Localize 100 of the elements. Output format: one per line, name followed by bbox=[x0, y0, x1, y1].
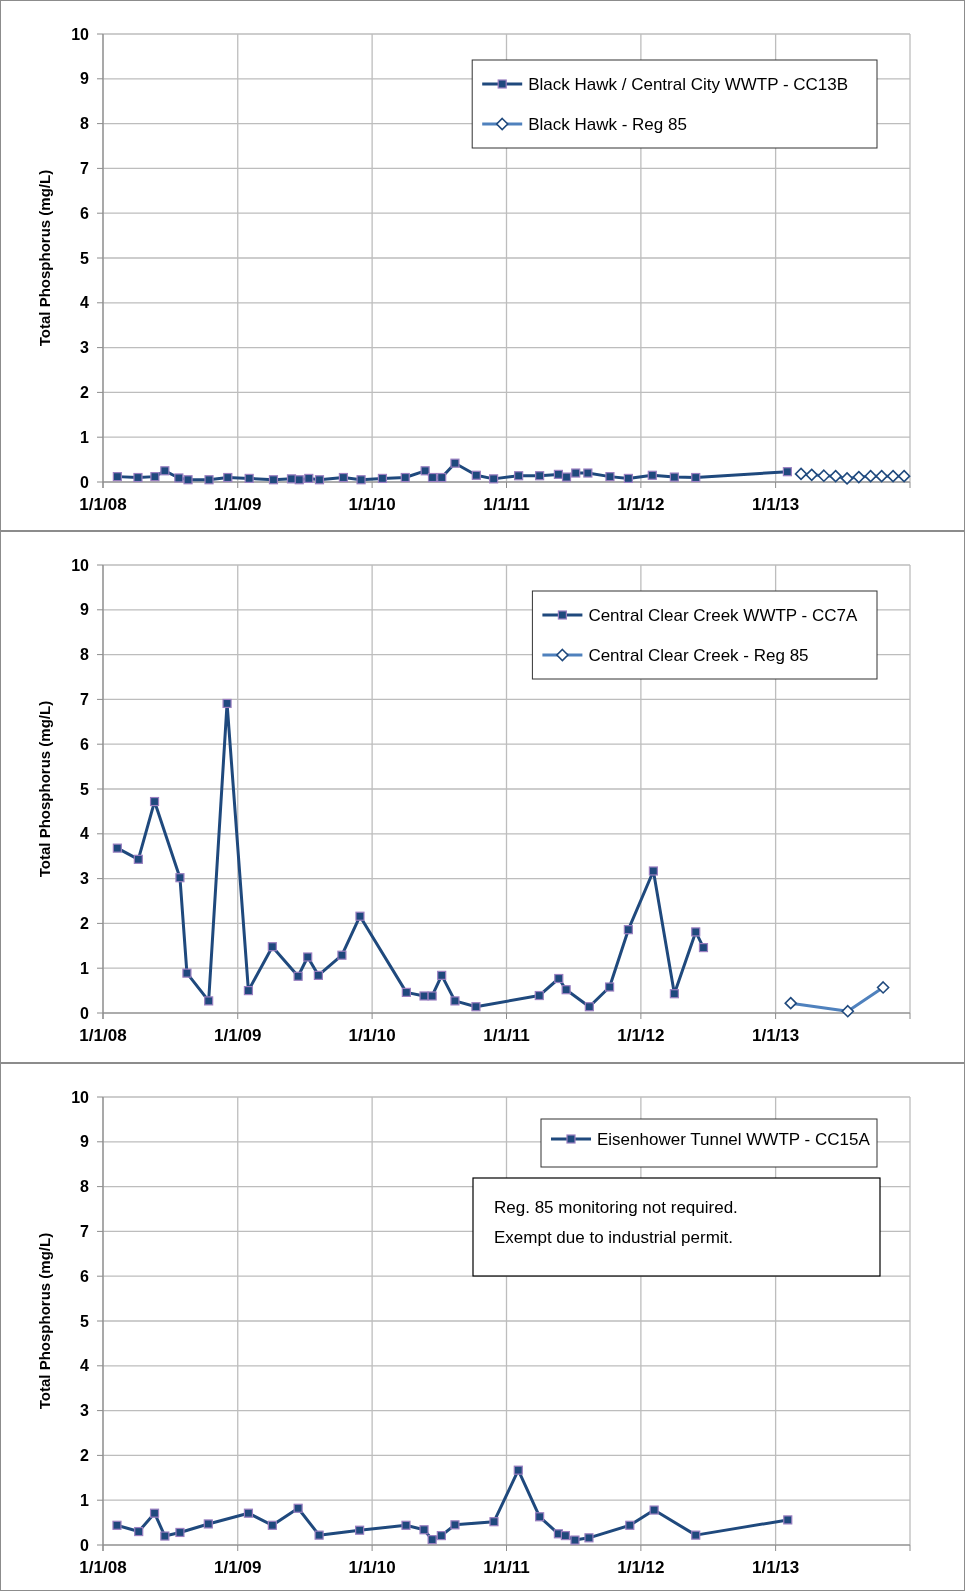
y-tick-label: 3 bbox=[80, 1402, 90, 1420]
x-tick-label: 1/1/09 bbox=[214, 1558, 262, 1577]
x-tick-label: 1/1/09 bbox=[214, 495, 262, 514]
y-tick-label: 3 bbox=[80, 870, 90, 888]
point bbox=[204, 996, 214, 1006]
y-tick-label: 7 bbox=[80, 1223, 90, 1240]
x-tick-label: 1/1/08 bbox=[79, 1558, 127, 1577]
point bbox=[450, 1520, 460, 1530]
point bbox=[134, 1526, 144, 1537]
point bbox=[314, 1530, 324, 1540]
y-axis-title: Total Phosphorus (mg/L) bbox=[36, 169, 53, 347]
point bbox=[293, 971, 303, 981]
y-tick-label: 2 bbox=[80, 1447, 90, 1464]
point bbox=[267, 1520, 277, 1530]
y-tick-label: 8 bbox=[80, 115, 90, 133]
annotation: Reg. 85 monitoring not required. bbox=[494, 1198, 738, 1217]
point bbox=[293, 1503, 303, 1513]
y-tick-label: 5 bbox=[80, 249, 90, 267]
x-tick-label: 1/1/09 bbox=[214, 1026, 262, 1045]
point bbox=[175, 1527, 185, 1538]
point bbox=[554, 973, 564, 984]
y-tick-label: 8 bbox=[80, 646, 90, 664]
y-tick-label: 10 bbox=[71, 25, 90, 43]
x-tick-label: 1/1/12 bbox=[617, 1558, 665, 1577]
y-tick-label: 0 bbox=[80, 1004, 90, 1022]
point bbox=[691, 1530, 701, 1540]
x-tick-label: 1/1/08 bbox=[79, 495, 127, 514]
y-tick-label: 9 bbox=[80, 70, 90, 88]
point bbox=[401, 1520, 411, 1530]
x-tick-label: 1/1/13 bbox=[751, 1558, 800, 1577]
y-axis-title: Total Phosphorus (mg/L) bbox=[36, 700, 53, 878]
point bbox=[450, 996, 460, 1006]
y-axis-title: Total Phosphorus (mg/L) bbox=[36, 1232, 53, 1410]
y-tick-label: 9 bbox=[80, 601, 90, 619]
point bbox=[534, 990, 544, 1001]
y-tick-label: 2 bbox=[80, 915, 90, 932]
point bbox=[570, 1535, 580, 1545]
annotation: Exempt due to industrial permit. bbox=[494, 1228, 734, 1247]
y-tick-label: 1 bbox=[80, 428, 90, 446]
y-tick-label: 10 bbox=[71, 556, 90, 574]
point bbox=[691, 927, 701, 937]
x-tick-label: 1/1/11 bbox=[483, 495, 530, 514]
point bbox=[337, 950, 347, 960]
point bbox=[401, 987, 411, 997]
point bbox=[355, 1525, 365, 1535]
x-tick-label: 1/1/13 bbox=[751, 495, 800, 514]
x-tick-label: 1/1/08 bbox=[79, 1026, 127, 1045]
point bbox=[419, 991, 429, 1001]
point bbox=[560, 1530, 571, 1541]
point bbox=[471, 1002, 481, 1012]
point bbox=[561, 985, 571, 995]
y-tick-label: 3 bbox=[80, 339, 90, 357]
point bbox=[649, 1505, 659, 1515]
x-tick-label: 1/1/11 bbox=[483, 1026, 530, 1045]
y-tick-label: 5 bbox=[80, 780, 90, 798]
point bbox=[669, 989, 679, 999]
y-tick-label: 4 bbox=[80, 1357, 90, 1375]
y-tick-label: 5 bbox=[80, 1312, 90, 1330]
y-tick-label: 4 bbox=[80, 294, 90, 312]
y-tick-label: 8 bbox=[80, 1178, 90, 1196]
legend-label: Black Hawk / Central City WWTP - CC13B bbox=[528, 74, 849, 94]
y-tick-label: 7 bbox=[80, 160, 90, 177]
y-tick-label: 1 bbox=[80, 1491, 90, 1509]
x-tick-label: 1/1/10 bbox=[348, 1026, 396, 1045]
point bbox=[427, 991, 437, 1001]
x-tick-label: 1/1/12 bbox=[617, 1026, 665, 1045]
legend-label: Black Hawk - Reg 85 bbox=[528, 114, 687, 134]
point bbox=[313, 970, 323, 980]
point bbox=[160, 1531, 170, 1541]
y-tick-label: 2 bbox=[80, 384, 90, 401]
point bbox=[604, 982, 615, 992]
point bbox=[698, 942, 709, 953]
point bbox=[584, 1002, 594, 1012]
legend-label: Central Clear Creek WWTP - CC7A bbox=[588, 605, 858, 625]
point bbox=[133, 854, 143, 864]
legend-label: Central Clear Creek - Reg 85 bbox=[588, 645, 809, 665]
point bbox=[437, 970, 447, 980]
x-tick-label: 1/1/11 bbox=[483, 1558, 530, 1577]
point bbox=[243, 986, 254, 996]
y-tick-label: 0 bbox=[80, 1536, 90, 1554]
x-tick-label: 1/1/10 bbox=[348, 495, 396, 514]
point bbox=[584, 1533, 594, 1543]
point bbox=[303, 952, 313, 962]
y-tick-label: 4 bbox=[80, 825, 90, 843]
point bbox=[648, 866, 658, 876]
y-tick-label: 9 bbox=[80, 1133, 90, 1151]
point bbox=[489, 1517, 499, 1527]
point bbox=[427, 1535, 437, 1545]
y-tick-label: 6 bbox=[80, 204, 90, 222]
y-tick-label: 0 bbox=[80, 473, 90, 491]
legend-label: Eisenhower Tunnel WWTP - CC15A bbox=[597, 1129, 871, 1149]
point bbox=[203, 1519, 213, 1529]
point bbox=[535, 1512, 545, 1522]
y-tick-label: 10 bbox=[71, 1088, 90, 1106]
point bbox=[625, 1520, 635, 1530]
point bbox=[222, 698, 232, 709]
y-tick-label: 1 bbox=[80, 959, 90, 977]
x-tick-label: 1/1/10 bbox=[348, 1558, 396, 1577]
y-tick-label: 7 bbox=[80, 691, 90, 708]
point bbox=[513, 1465, 523, 1475]
